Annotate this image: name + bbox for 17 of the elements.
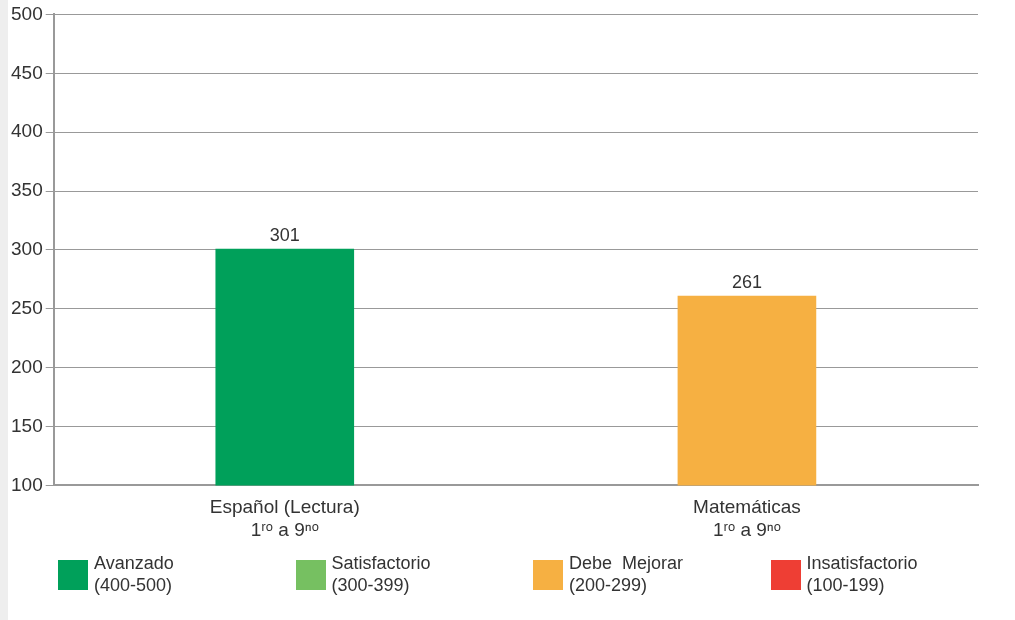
y-tick-label: 150 bbox=[11, 414, 43, 436]
y-tick-label: 300 bbox=[11, 238, 43, 260]
x-tick-label: Matemáticas 1ʳᵒ a 9ⁿᵒ bbox=[693, 496, 801, 540]
y-tick-label: 500 bbox=[11, 2, 43, 24]
x-tick-label: Español (Lectura) 1ʳᵒ a 9ⁿᵒ bbox=[209, 496, 360, 540]
y-tick-label: 450 bbox=[11, 61, 43, 83]
data-label: 261 bbox=[731, 271, 762, 292]
y-tick-label: 400 bbox=[11, 120, 43, 142]
legend-label: Avanzado (400-500) bbox=[94, 552, 174, 596]
data-label: 301 bbox=[269, 224, 300, 245]
y-tick-label: 200 bbox=[11, 355, 43, 377]
y-tick-label: 250 bbox=[11, 297, 43, 319]
legend-label: Debe Mejorar (200-299) bbox=[569, 552, 684, 596]
y-tick-label: 100 bbox=[11, 473, 43, 495]
legend-label: Insatisfactorio (100-199) bbox=[806, 552, 918, 596]
y-tick-label: 350 bbox=[11, 179, 43, 201]
legend-label: Satisfactorio (300-399) bbox=[331, 552, 431, 596]
